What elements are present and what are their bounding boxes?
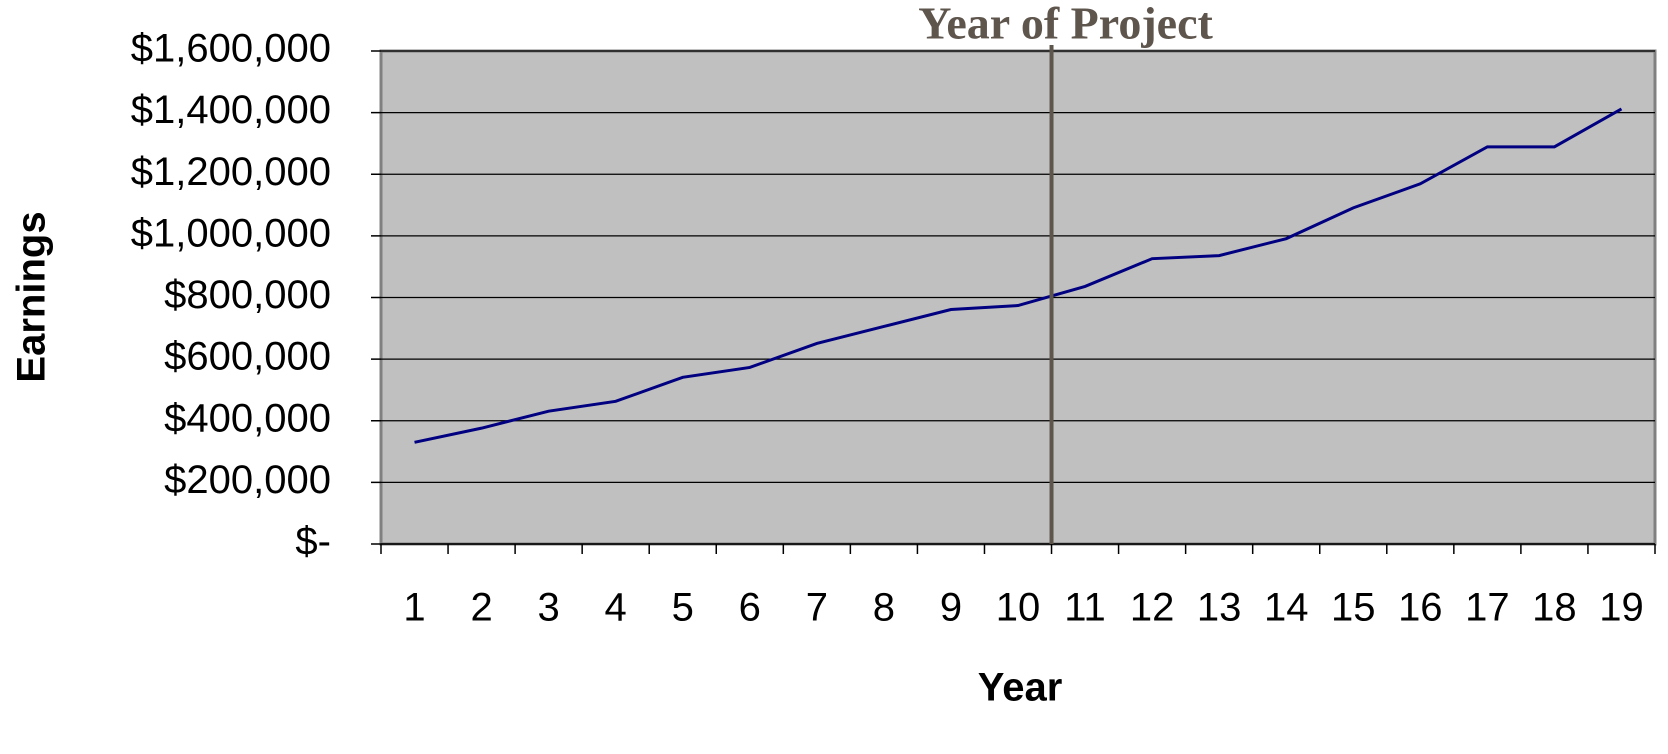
annotation-text: Year of Project (918, 0, 1213, 49)
y-tick-label: $600,000 (164, 335, 331, 379)
y-tick-label: $1,400,000 (131, 88, 331, 132)
x-tick-label: 15 (1331, 586, 1376, 630)
y-tick-label: $400,000 (164, 396, 331, 440)
x-tick-label: 14 (1264, 586, 1309, 630)
x-tick-label: 9 (940, 586, 962, 630)
y-axis-label: Earnings (10, 211, 54, 382)
line (414, 107, 1623, 444)
x-tick-label: 16 (1398, 586, 1443, 630)
x-tick-label: 1 (403, 586, 425, 630)
x-tick-label: 2 (470, 586, 492, 630)
x-tick-label: 17 (1465, 586, 1510, 630)
x-axis-label: Year (978, 666, 1063, 710)
x-tick-label: 5 (672, 586, 694, 630)
x-tick-label: 3 (538, 586, 560, 630)
x-tick-label: 7 (806, 586, 828, 630)
x-tick-label: 13 (1197, 586, 1242, 630)
x-tick-label: 4 (605, 586, 627, 630)
x-tick-label: 12 (1130, 586, 1175, 630)
y-tick-label: $800,000 (164, 273, 331, 317)
y-tick-label: $1,600,000 (131, 27, 331, 71)
y-tick-label: $1,200,000 (131, 150, 331, 194)
x-tick-label: 11 (1064, 586, 1106, 630)
x-tick-label: 10 (996, 586, 1041, 630)
x-tick-label: 18 (1532, 586, 1577, 630)
x-tick-label: 19 (1599, 586, 1644, 630)
x-tick-label: 8 (873, 586, 895, 630)
y-tick-label: $- (295, 520, 331, 564)
x-tick-label: 6 (739, 586, 761, 630)
y-tick-label: $1,000,000 (131, 211, 331, 255)
y-tick-label: $200,000 (164, 458, 331, 502)
